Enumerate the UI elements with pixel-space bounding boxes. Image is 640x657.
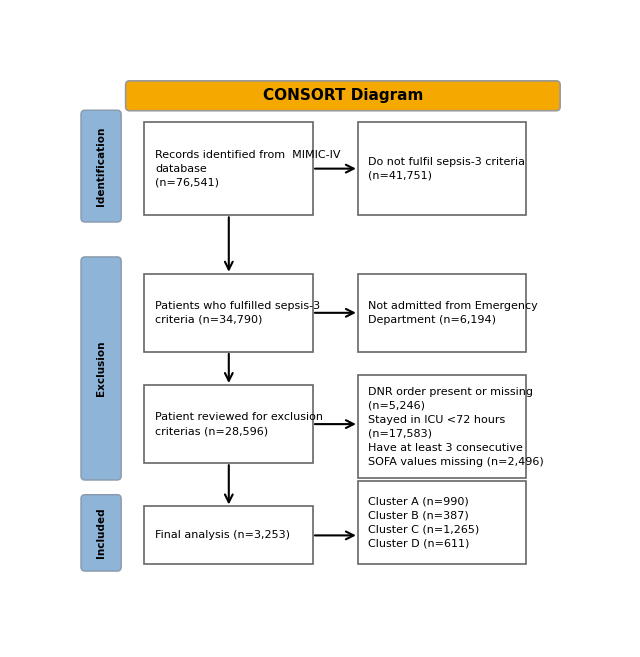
FancyBboxPatch shape: [81, 110, 121, 222]
Text: Do not fulfil sepsis-3 criteria
(n=41,751): Do not fulfil sepsis-3 criteria (n=41,75…: [368, 156, 525, 181]
Text: DNR order present or missing
(n=5,246)
Stayed in ICU <72 hours
(n=17,583)
Have a: DNR order present or missing (n=5,246) S…: [368, 386, 544, 466]
Text: Identification: Identification: [96, 126, 106, 206]
FancyBboxPatch shape: [358, 122, 526, 215]
Text: CONSORT Diagram: CONSORT Diagram: [262, 88, 423, 103]
FancyBboxPatch shape: [145, 507, 313, 564]
FancyBboxPatch shape: [81, 495, 121, 571]
FancyBboxPatch shape: [358, 481, 526, 564]
FancyBboxPatch shape: [358, 273, 526, 352]
FancyBboxPatch shape: [145, 122, 313, 215]
FancyBboxPatch shape: [358, 374, 526, 478]
Text: Patients who fulfilled sepsis-3
criteria (n=34,790): Patients who fulfilled sepsis-3 criteria…: [155, 301, 320, 325]
Text: Cluster A (n=990)
Cluster B (n=387)
Cluster C (n=1,265)
Cluster D (n=611): Cluster A (n=990) Cluster B (n=387) Clus…: [368, 497, 479, 549]
FancyBboxPatch shape: [81, 257, 121, 480]
Text: Final analysis (n=3,253): Final analysis (n=3,253): [155, 530, 290, 541]
FancyBboxPatch shape: [145, 273, 313, 352]
Text: Exclusion: Exclusion: [96, 341, 106, 396]
FancyBboxPatch shape: [145, 385, 313, 463]
Text: Included: Included: [96, 508, 106, 558]
Text: Records identified from  MIMIC-IV
database
(n=76,541): Records identified from MIMIC-IV databas…: [155, 150, 340, 188]
Text: Not admitted from Emergency
Department (n=6,194): Not admitted from Emergency Department (…: [368, 301, 538, 325]
FancyBboxPatch shape: [125, 81, 560, 111]
Text: Patient reviewed for exclusion
criterias (n=28,596): Patient reviewed for exclusion criterias…: [155, 412, 323, 436]
